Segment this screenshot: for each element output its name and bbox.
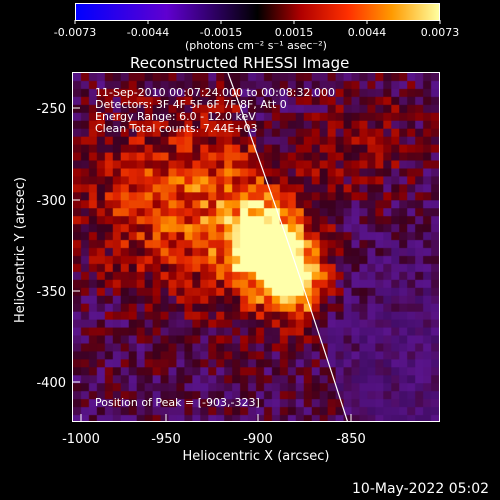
solar-limb-line — [227, 73, 348, 421]
x-axis-label: Heliocentric X (arcsec) — [183, 449, 330, 464]
info-time-range: 11-Sep-2010 00:07:24.000 to 00:08:32.000 — [95, 86, 335, 99]
info-detectors: Detectors: 3F 4F 5F 6F 7F 8F, Att 0 — [95, 98, 287, 111]
x-tick-label: -850 — [336, 432, 366, 447]
colorbar-tick-marks — [74, 20, 441, 24]
y-tick-label: -350 — [36, 285, 66, 300]
colorbar-tick-label: -0.0015 — [200, 26, 242, 39]
info-energy-range: Energy Range: 6.0 - 12.0 keV — [95, 110, 256, 123]
x-tick-label: -950 — [151, 432, 181, 447]
y-axis-label: Heliocentric Y (arcsec) — [13, 177, 28, 323]
y-tick-label: -300 — [36, 194, 66, 209]
heatmap-image — [73, 73, 439, 421]
y-axis: -250 -300 -350 -400 Heliocentric Y (arcs… — [13, 102, 80, 391]
colorbar-units: (photons cm⁻² s⁻¹ asec⁻²) — [185, 39, 327, 52]
y-tick-label: -400 — [36, 376, 66, 391]
plot-title: Reconstructed RHESSI Image — [130, 54, 350, 72]
x-tick-label: -1000 — [62, 432, 100, 447]
colorbar-ticks: -0.0073 -0.0044 -0.0015 0.0015 0.0044 0.… — [54, 20, 460, 39]
colorbar-tick-label: -0.0044 — [127, 26, 169, 39]
image-plot-area[interactable]: 11-Sep-2010 00:07:24.000 to 00:08:32.000… — [72, 72, 440, 422]
colorbar-tick-label: 0.0044 — [348, 26, 387, 39]
timestamp: 10-May-2022 05:02 — [352, 481, 490, 497]
info-counts: Clean Total counts: 7.44E+03 — [95, 122, 258, 135]
colorbar — [75, 3, 440, 21]
x-tick-label: -900 — [243, 432, 273, 447]
limb-overlay — [227, 73, 348, 421]
y-tick-label: -250 — [36, 102, 66, 117]
peak-position: Position of Peak = [-903,-323] — [95, 396, 260, 409]
colorbar-tick-label: 0.0073 — [421, 26, 460, 39]
colorbar-tick-label: 0.0015 — [275, 26, 314, 39]
colorbar-tick-label: -0.0073 — [54, 26, 96, 39]
